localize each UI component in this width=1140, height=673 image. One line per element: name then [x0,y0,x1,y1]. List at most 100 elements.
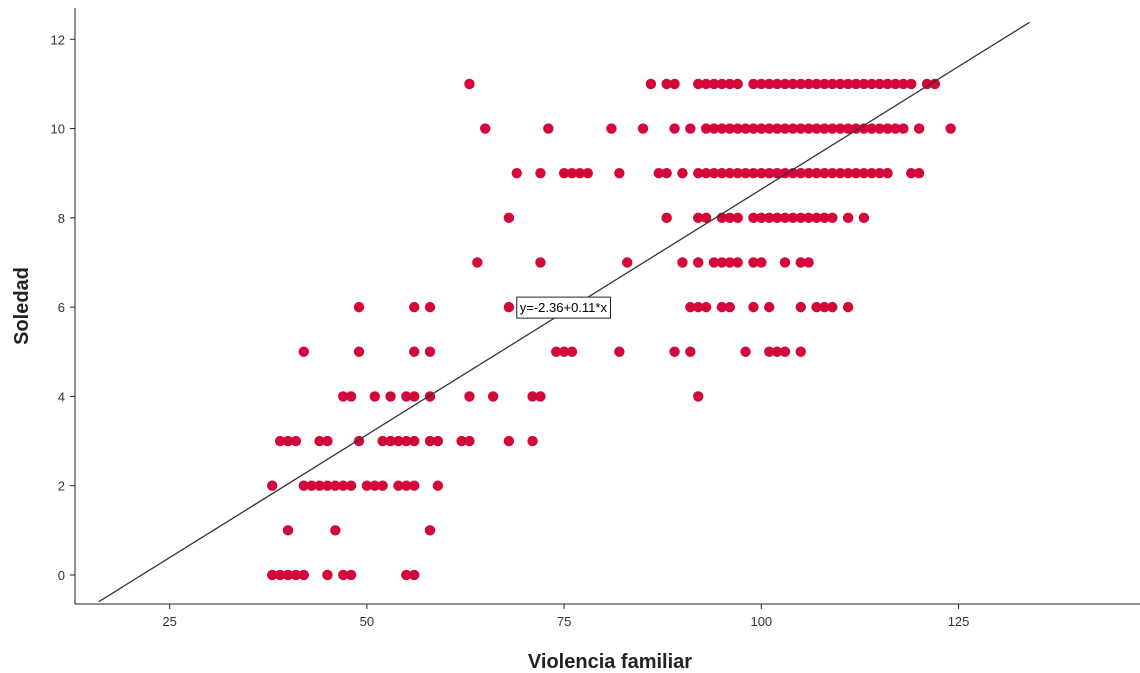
data-point [464,78,475,90]
data-point [503,301,515,313]
data-point [409,569,420,581]
data-point [700,167,712,179]
data-point [882,123,893,134]
y-tick-label: 4 [58,389,65,404]
data-point [811,78,822,90]
data-point [842,167,854,179]
data-point [779,346,791,357]
data-point [858,123,870,134]
data-point [756,257,767,268]
data-point [716,257,728,268]
data-point [322,435,333,447]
data-point [267,569,278,581]
data-point [724,212,735,224]
data-point [693,301,704,313]
data-point [803,123,814,134]
data-point [393,480,404,491]
data-point [732,167,743,179]
data-point [827,212,838,224]
data-point [811,212,822,224]
y-tick-label: 12 [51,32,65,47]
data-point [700,212,712,224]
data-point [724,167,735,179]
data-point [503,435,515,447]
data-point [700,78,712,90]
data-point [819,167,830,179]
data-point [724,301,735,313]
data-point [882,78,893,90]
data-point [338,480,349,491]
data-point [282,569,294,581]
data-point [693,78,704,90]
data-point [314,480,325,491]
data-point [527,391,538,402]
data-point [464,391,475,402]
data-point [795,301,806,313]
data-point [361,480,373,491]
data-point [756,78,767,90]
data-point [795,167,806,179]
data-point [716,78,728,90]
data-point [819,301,830,313]
data-point [921,78,933,90]
data-point [369,391,380,402]
data-point [409,480,420,491]
data-point [827,123,838,134]
data-point [700,301,712,313]
data-point [535,167,546,179]
data-point [574,167,586,179]
data-point [353,301,365,313]
data-point [795,257,806,268]
data-point [685,346,696,357]
data-point [906,78,917,90]
data-point [558,167,570,179]
data-point [732,123,743,134]
data-point [835,167,846,179]
data-point [306,480,317,491]
data-point [424,301,436,313]
data-point [653,167,664,179]
data-point [393,435,404,447]
data-point [764,212,775,224]
data-point [345,391,357,402]
data-point [827,167,838,179]
x-tick-label: 25 [162,614,176,629]
data-point [637,123,649,134]
data-point [748,301,759,313]
data-point [764,123,775,134]
y-tick-label: 8 [58,211,65,226]
data-point [819,212,830,224]
data-point [842,212,854,224]
data-point [614,346,625,357]
x-tick-label: 50 [360,614,374,629]
data-point [740,123,751,134]
data-point [338,569,349,581]
data-point [764,346,775,357]
data-point [787,212,799,224]
data-point [771,346,783,357]
data-point [401,435,412,447]
data-point [424,346,436,357]
data-point [795,346,806,357]
data-point [432,435,444,447]
data-point [724,257,735,268]
data-point [708,167,720,179]
data-point [779,212,791,224]
data-point [913,167,925,179]
data-point [282,525,294,536]
data-point [424,435,436,447]
data-point [543,123,554,134]
data-point [330,480,341,491]
data-point [432,480,444,491]
data-point [551,346,562,357]
data-point [740,346,751,357]
data-point [314,435,325,447]
data-point [716,301,728,313]
data-point [724,78,735,90]
data-point [787,123,799,134]
data-points [267,78,956,581]
data-point [330,525,341,536]
data-point [906,167,917,179]
data-point [527,435,538,447]
data-point [369,480,380,491]
